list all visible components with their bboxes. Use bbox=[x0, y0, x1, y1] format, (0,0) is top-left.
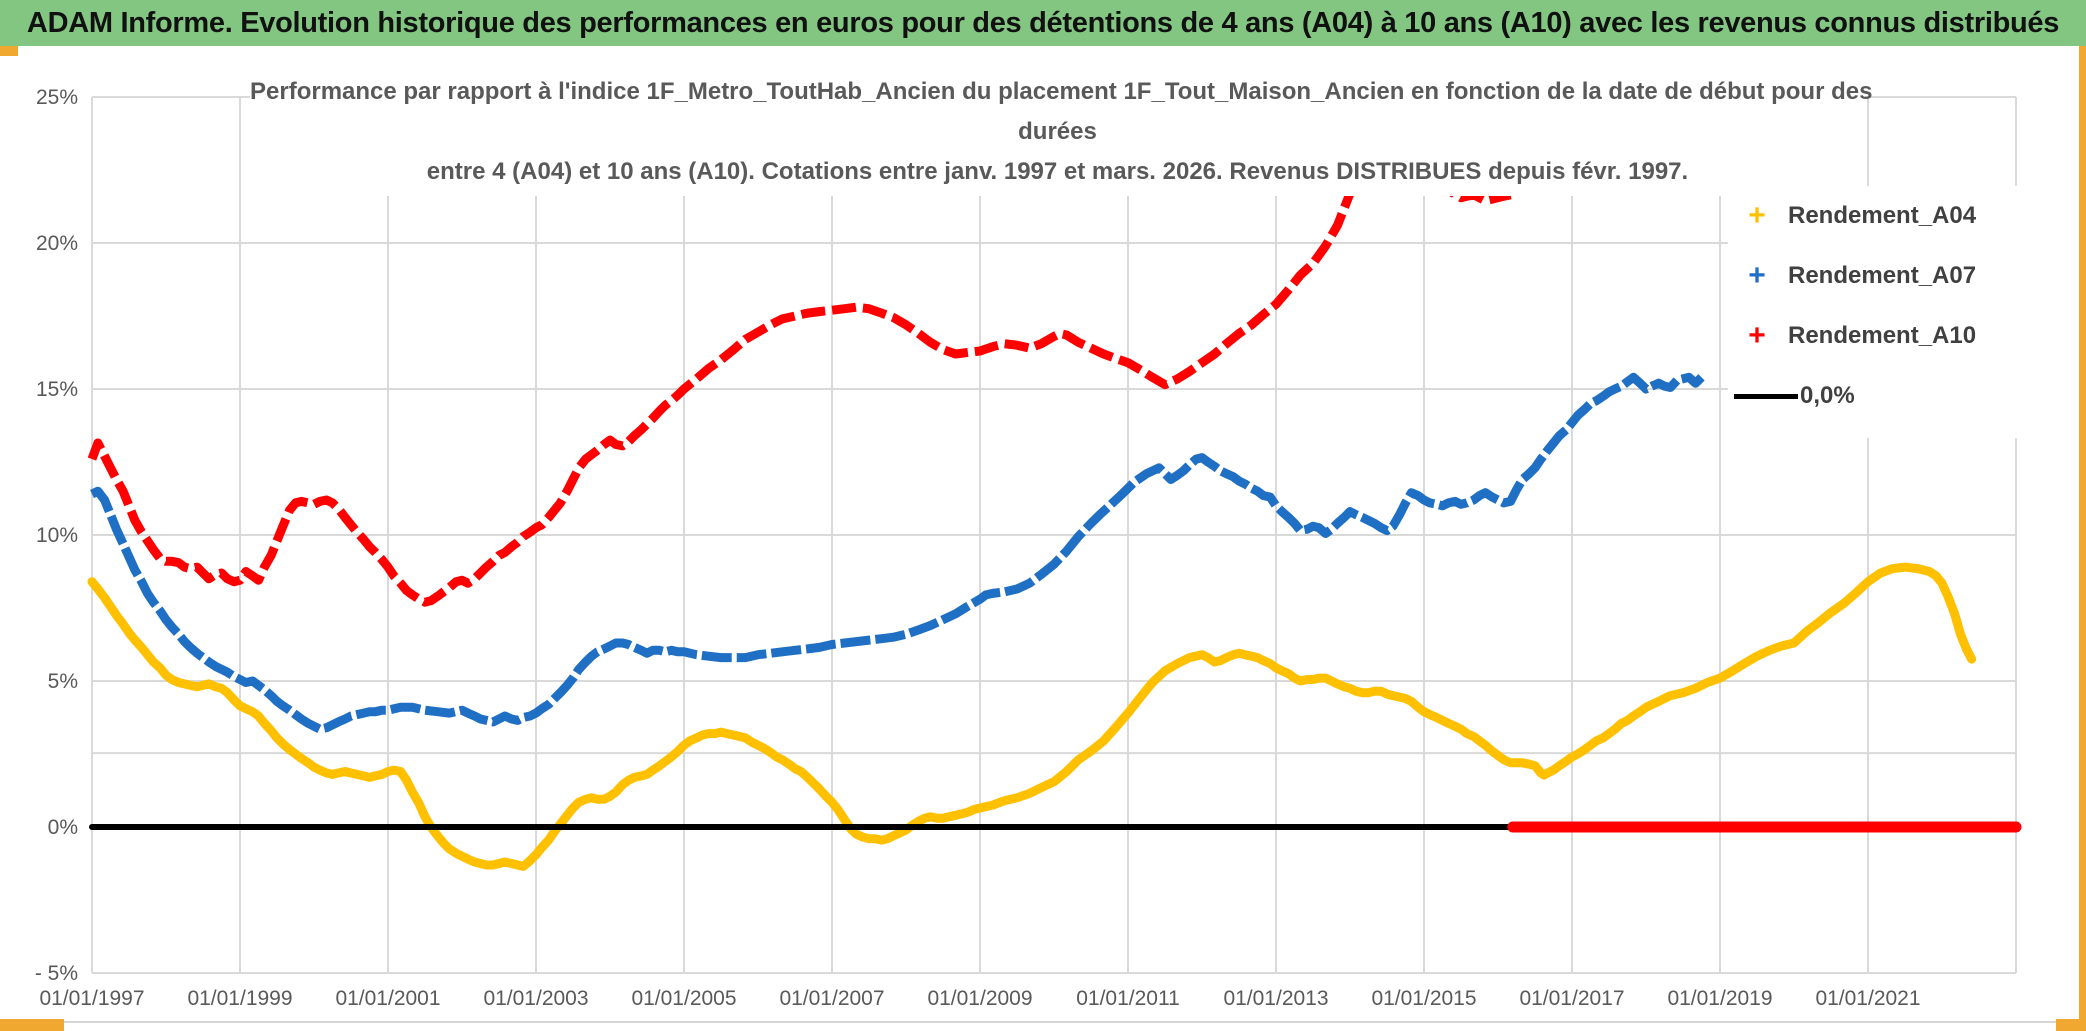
x-tick-label: 01/01/2001 bbox=[335, 987, 440, 1010]
accent-right-border bbox=[2079, 46, 2086, 1031]
legend-label: Rendement_A07 bbox=[1788, 262, 1977, 289]
legend-item-rendement-a10[interactable]: + Rendement_A10 bbox=[1728, 306, 2020, 366]
legend-label: Rendement_A04 bbox=[1788, 202, 1977, 229]
accent-bottom-left bbox=[0, 1019, 64, 1031]
chart-title-line-2: durées bbox=[1018, 118, 1097, 145]
y-tick-label: 25% bbox=[36, 86, 78, 109]
accent-bottom-right bbox=[2056, 1019, 2086, 1031]
x-tick-label: 01/01/2007 bbox=[779, 987, 884, 1010]
legend-item-rendement-a07[interactable]: + Rendement_A07 bbox=[1728, 246, 2020, 306]
x-tick-label: 01/01/2011 bbox=[1076, 987, 1180, 1010]
x-tick-label: 01/01/2015 bbox=[1371, 987, 1476, 1010]
series-Rendement_A10 bbox=[87, 150, 1512, 607]
series-Rendement_A07 bbox=[90, 372, 1705, 734]
legend-label: 0,0% bbox=[1800, 382, 1855, 409]
x-tick-label: 01/01/2003 bbox=[483, 987, 588, 1010]
x-tick-label: 01/01/2021 bbox=[1815, 987, 1920, 1010]
y-tick-label: 15% bbox=[36, 378, 78, 401]
x-tick-label: 01/01/1999 bbox=[187, 987, 292, 1010]
app-title: ADAM Informe. Evolution historique des p… bbox=[26, 6, 2060, 39]
chart-legend: + Rendement_A04 + Rendement_A07 + Rendement_A… bbox=[1728, 186, 2020, 438]
y-tick-label: 0% bbox=[48, 816, 78, 839]
legend-label: Rendement_A10 bbox=[1788, 322, 1977, 349]
x-tick-label: 01/01/2009 bbox=[927, 987, 1032, 1010]
legend-line-marker bbox=[1734, 393, 1798, 399]
y-tick-label: 20% bbox=[36, 232, 78, 255]
bottom-divider bbox=[64, 1021, 2078, 1023]
chart-title-line-3: entre 4 (A04) et 10 ans (A10). Cotations… bbox=[426, 158, 1689, 185]
legend-item-0-0-[interactable]: 0,0% bbox=[1728, 366, 2020, 426]
y-tick-label: - 5% bbox=[35, 962, 78, 985]
legend-item-rendement-a04[interactable]: + Rendement_A04 bbox=[1728, 186, 2020, 246]
y-tick-label: 5% bbox=[48, 670, 78, 693]
legend-plus-marker-icon: + bbox=[1748, 199, 1766, 232]
app-title-bar: ADAM Informe. Evolution historique des p… bbox=[0, 0, 2086, 46]
chart-title-line-1: Performance par rapport à l'indice 1F_Me… bbox=[250, 78, 1873, 105]
x-tick-label: 01/01/2005 bbox=[631, 987, 736, 1010]
x-tick-label: 01/01/1997 bbox=[39, 987, 144, 1010]
x-tick-label: 01/01/2019 bbox=[1667, 987, 1772, 1010]
x-tick-label: 01/01/2013 bbox=[1223, 987, 1328, 1010]
accent-top-left bbox=[0, 46, 18, 56]
legend-plus-marker-icon: + bbox=[1748, 259, 1766, 292]
x-tick-label: 01/01/2017 bbox=[1519, 987, 1624, 1010]
chart-title: Performance par rapport à l'indice 1F_Me… bbox=[250, 62, 1873, 196]
y-tick-label: 10% bbox=[36, 524, 78, 547]
legend-plus-marker-icon: + bbox=[1748, 319, 1766, 352]
